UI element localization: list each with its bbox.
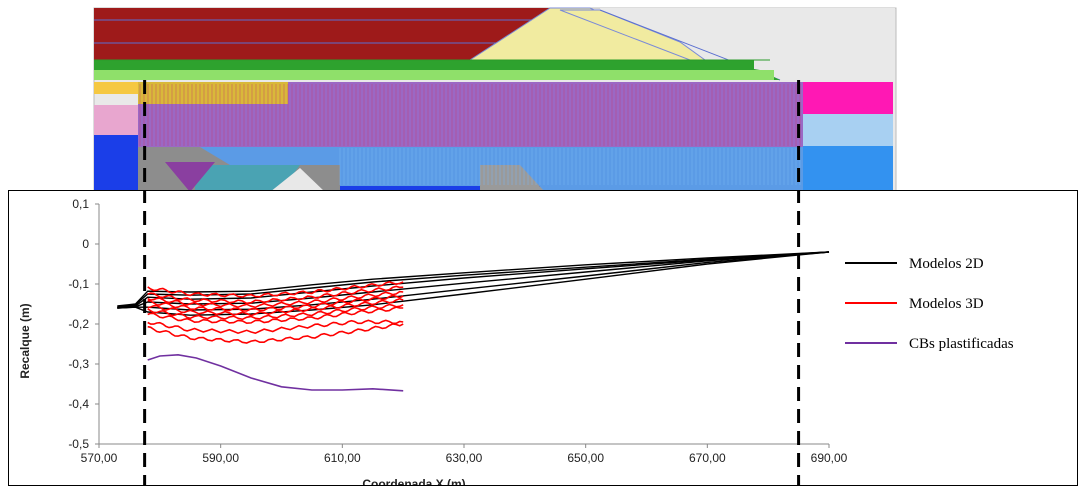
y-tick-label: -0,1 [68,277,89,291]
lightblue-block [803,114,893,146]
series-group [117,251,830,392]
series-line-0-0 [117,251,830,307]
vertical-markers [143,191,801,485]
y-tick-label: 0 [82,237,89,251]
teal-block [195,165,300,192]
lightgreen-layer [94,70,774,80]
series-line-1-4 [147,297,404,317]
x-tick-label: 650,00 [567,451,604,465]
hatch-pattern [139,84,801,146]
y-tick-label: 0,1 [72,197,89,211]
series-line-1-6 [147,306,404,325]
series-line-1-7 [147,319,404,335]
series-line-2-0 [147,353,404,392]
purple-triangle [165,162,215,192]
legend-label-2: CBs plastificadas [909,336,1014,352]
green-layer [94,60,754,70]
y-tick-label: -0,3 [68,357,89,371]
blue-block-right [803,146,893,192]
cross-section-figure [93,7,897,195]
hatch-pattern-blue [339,148,801,185]
x-tick-label: 610,00 [324,451,361,465]
series-line-1-8 [147,323,404,344]
embankment-red-layer [94,8,550,60]
deep-blue-bottom [340,186,540,193]
deep-blue-left [94,135,138,192]
series-line-0-4 [117,251,830,311]
series-line-1-0 [147,281,404,298]
legend-label-1: Modelos 3D [909,296,984,312]
series-line-1-3 [147,294,404,312]
x-tick-label: 690,00 [811,451,848,465]
y-tick-label: -0,5 [68,437,89,451]
legend-label-0: Modelos 2D [909,256,984,272]
soft-clay-left [94,105,138,135]
magenta-wedge [845,100,893,114]
white-triangle [270,168,325,192]
y-axis-title: Recalque (m) [18,303,32,378]
slope-yellow-layer [559,9,707,61]
x-tick-label: 630,00 [446,451,483,465]
x-axis-title: Coordenada X (m) [362,477,465,485]
series-line-0-1 [117,251,830,308]
y-tick-label: -0,4 [68,397,89,411]
chart-panel: 0,1 0 -0,1 -0,2 -0,3 -0,4 -0,5 570,00 590,00 610,… [8,190,1078,486]
yellow-strip [94,82,138,94]
x-tick-label: 670,00 [689,451,726,465]
series-line-1-1 [147,285,404,305]
x-tick-label: 590,00 [202,451,239,465]
yellow-band [138,82,288,104]
series-line-1-5 [147,303,404,321]
series-line-1-2 [147,290,404,309]
slope-grey [600,8,895,80]
y-tick-label: -0,2 [68,317,89,331]
legend: Modelos 2D Modelos 3D CBs plastificadas [845,256,1014,352]
x-tick-label: 570,00 [81,451,118,465]
